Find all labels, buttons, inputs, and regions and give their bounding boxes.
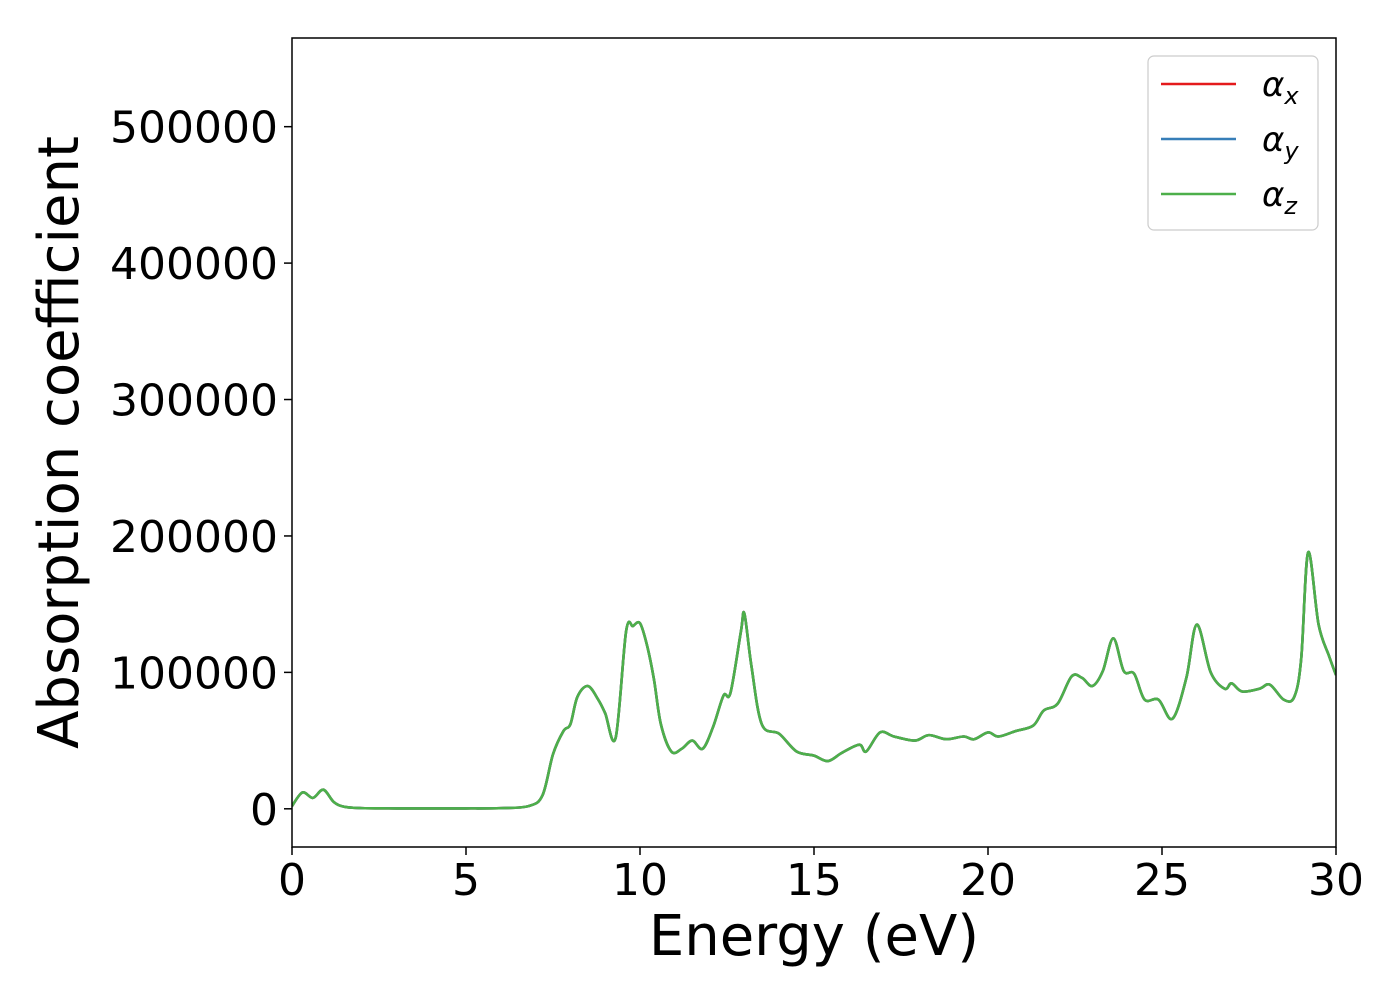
x-tick-label: 30 bbox=[1308, 855, 1364, 906]
series-layer bbox=[292, 551, 1336, 810]
x-tick-label: 15 bbox=[786, 855, 842, 906]
y-tick-label: 200000 bbox=[110, 512, 278, 563]
x-tick-label: 0 bbox=[278, 855, 306, 906]
y-tick-label: 500000 bbox=[110, 103, 278, 154]
x-tick-label: 5 bbox=[452, 855, 480, 906]
y-tick-label: 100000 bbox=[110, 648, 278, 699]
legend-box bbox=[1147, 55, 1319, 231]
y-tick-label: 0 bbox=[250, 785, 278, 836]
x-tick-label: 20 bbox=[960, 855, 1016, 906]
y-axis-label: Absorption coefficient bbox=[27, 136, 92, 749]
x-tick-label: 10 bbox=[612, 855, 668, 906]
x-tick-label: 25 bbox=[1134, 855, 1190, 906]
x-axis-label: Energy (eV) bbox=[649, 904, 979, 969]
x-axis-ticks: 0 5 10 15 20 25 30 bbox=[278, 847, 1364, 906]
y-tick-label: 400000 bbox=[110, 239, 278, 290]
y-tick-label: 300000 bbox=[110, 376, 278, 427]
y-axis-ticks: 0 100000 200000 300000 400000 500000 bbox=[110, 103, 292, 836]
series-line-z bbox=[292, 551, 1336, 810]
